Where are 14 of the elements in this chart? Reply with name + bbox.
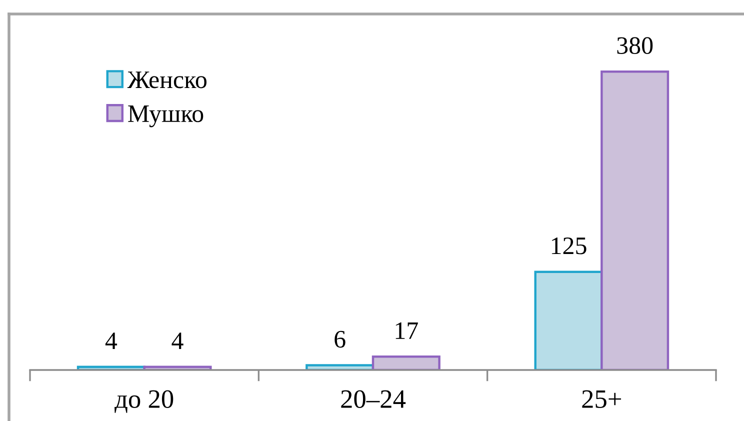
data-label: 125	[552, 237, 586, 254]
legend-label: Женско	[127, 72, 206, 88]
data-label: 17	[396, 322, 418, 339]
data-label: 6	[334, 330, 346, 348]
data-label: 4	[105, 332, 118, 350]
bar	[372, 356, 440, 370]
bar	[534, 270, 603, 370]
x-tick-label: 20–24	[341, 390, 406, 408]
x-tick-label: 25+	[582, 390, 622, 408]
data-label: 4	[172, 332, 184, 350]
data-label: 380	[617, 37, 653, 54]
legend-label: Мушко	[128, 106, 204, 128]
bar	[600, 70, 670, 370]
x-tick-label: до 20	[114, 390, 174, 413]
